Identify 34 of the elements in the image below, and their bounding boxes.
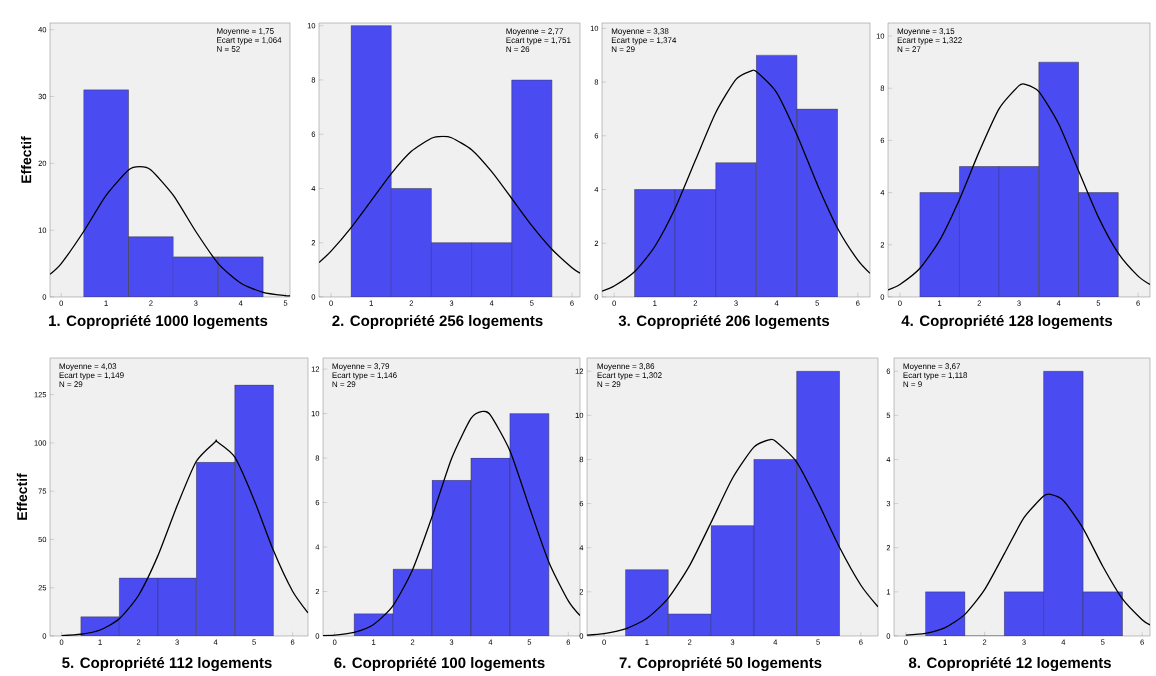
annotation: N = 29 [611,46,635,52]
annotation: Moyenne = 3,79 [332,363,390,371]
annotation: Moyenne = 2,77 [506,28,563,36]
text: 8. Copropriété 12 logements [908,656,1111,672]
annotation: Ecart type = 1,118 [903,372,968,380]
annotation: N = 52 [217,46,240,52]
annotation: Moyenne = 3,15 [897,28,955,36]
annotation: Moyenne = 3,86 [597,363,655,371]
y-axis-title: Effectif [20,136,32,183]
annotation: N = 9 [903,381,922,388]
text: 3. Copropriété 206 logements [618,314,830,330]
text: 1. Copropriété 1000 logements [49,314,268,330]
y-axis-title: Effectif [16,473,28,520]
annotation: Ecart type = 1,322 [897,37,962,45]
annotation: Ecart type = 1,064 [217,37,282,45]
annotation: Ecart type = 1,149 [59,372,124,380]
annotation: Ecart type = 1,146 [332,372,397,380]
annotation: N = 29 [332,381,356,388]
annotation: N = 26 [506,46,530,52]
annotation: Ecart type = 1,302 [597,372,662,380]
text: 7. Copropriété 50 logements [619,656,822,672]
text: 6. Copropriété 100 logements [334,656,545,672]
annotation: Moyenne = 1,75 [217,28,274,36]
text: 4. Copropriété 128 logements [901,314,1113,330]
text: 5. Copropriété 112 logements [62,656,272,672]
annotation: N = 29 [59,381,83,388]
annotation: Ecart type = 1,374 [611,37,677,45]
annotation: Moyenne = 4,03 [59,363,117,371]
annotation: N = 29 [597,381,621,388]
annotation: Ecart type = 1,751 [506,37,571,45]
annotation: Moyenne = 3,38 [611,28,669,36]
text: 2. Copropriété 256 logements [332,314,543,330]
annotation: Moyenne = 3,67 [903,363,961,371]
annotation: N = 27 [897,46,921,52]
